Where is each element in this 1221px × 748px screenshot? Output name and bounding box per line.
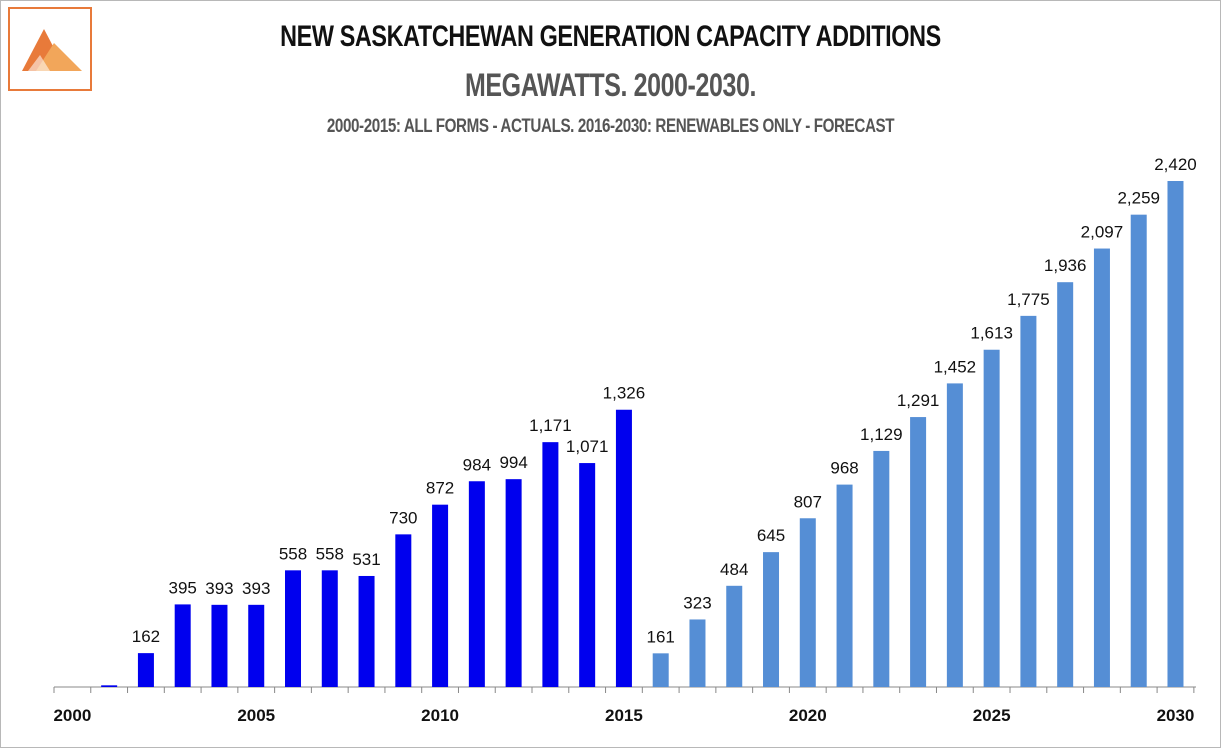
- x-tick-label: 2000: [53, 706, 91, 725]
- data-label: 1,775: [1007, 290, 1050, 309]
- data-label: 994: [499, 453, 527, 472]
- bar: [468, 481, 485, 687]
- data-label: 558: [316, 544, 344, 563]
- x-tick-label: 2025: [973, 706, 1011, 725]
- x-tick-label: 2020: [789, 706, 827, 725]
- x-tick-label: 2030: [1157, 706, 1195, 725]
- bar: [174, 604, 191, 687]
- chart-note: 2000-2015: ALL FORMS - ACTUALS. 2016-203…: [326, 116, 895, 137]
- bar: [1130, 214, 1147, 687]
- bar: [652, 653, 669, 687]
- bar: [1167, 181, 1184, 687]
- x-tick-label: 2010: [421, 706, 459, 725]
- logo: [8, 7, 92, 91]
- data-label: 161: [647, 627, 675, 646]
- data-label: 1,936: [1044, 256, 1087, 275]
- data-label: 1,129: [860, 425, 903, 444]
- data-label: 1,071: [566, 437, 609, 456]
- bar: [211, 604, 228, 687]
- chart-subtitle: MEGAWATTS. 2000-2030.: [465, 67, 756, 103]
- bar: [248, 604, 265, 687]
- bar: [615, 409, 632, 687]
- bar: [763, 552, 780, 687]
- data-label: 395: [169, 578, 197, 597]
- bar: [579, 463, 596, 687]
- data-label: 984: [463, 455, 491, 474]
- triangle-mountain-logo-icon: [22, 29, 82, 71]
- data-label: 393: [205, 579, 233, 598]
- bar: [395, 534, 412, 687]
- data-label: 730: [389, 508, 417, 527]
- bar: [1093, 248, 1110, 687]
- bar: [726, 585, 743, 687]
- bar: [836, 484, 853, 687]
- bar: [432, 504, 449, 687]
- x-tick-label: 2015: [605, 706, 643, 725]
- chart-title: NEW SASKATCHEWAN GENERATION CAPACITY ADD…: [280, 20, 941, 53]
- data-label: 484: [720, 560, 748, 579]
- bar: [1020, 315, 1037, 687]
- bar: [1057, 282, 1074, 687]
- data-label: 2,097: [1081, 223, 1124, 242]
- data-label: 531: [352, 550, 380, 569]
- data-label: 1,171: [529, 416, 572, 435]
- bar: [799, 518, 816, 687]
- bar: [873, 450, 890, 687]
- data-label: 558: [279, 544, 307, 563]
- data-label: 872: [426, 479, 454, 498]
- x-tick-label: 2005: [237, 706, 275, 725]
- bar: [505, 479, 522, 687]
- bar: [946, 383, 963, 687]
- bar: [321, 570, 338, 687]
- bar: [689, 619, 706, 687]
- data-label: 968: [830, 459, 858, 478]
- data-label: 393: [242, 579, 270, 598]
- bar: [542, 442, 559, 687]
- data-label: 2,259: [1117, 189, 1160, 208]
- data-label: 2,420: [1154, 155, 1197, 174]
- bar: [101, 685, 118, 687]
- data-label: 1,326: [603, 384, 646, 403]
- data-label: 162: [132, 627, 160, 646]
- bar: [983, 349, 1000, 687]
- data-label: 1,613: [970, 324, 1013, 343]
- bar: [137, 653, 154, 687]
- data-label: 645: [757, 526, 785, 545]
- bar: [358, 575, 375, 687]
- bar: [910, 417, 927, 687]
- data-label: 1,452: [934, 357, 977, 376]
- bar: [285, 570, 302, 687]
- data-label: 1,291: [897, 391, 940, 410]
- data-label: 807: [794, 492, 822, 511]
- data-label: 323: [683, 593, 711, 612]
